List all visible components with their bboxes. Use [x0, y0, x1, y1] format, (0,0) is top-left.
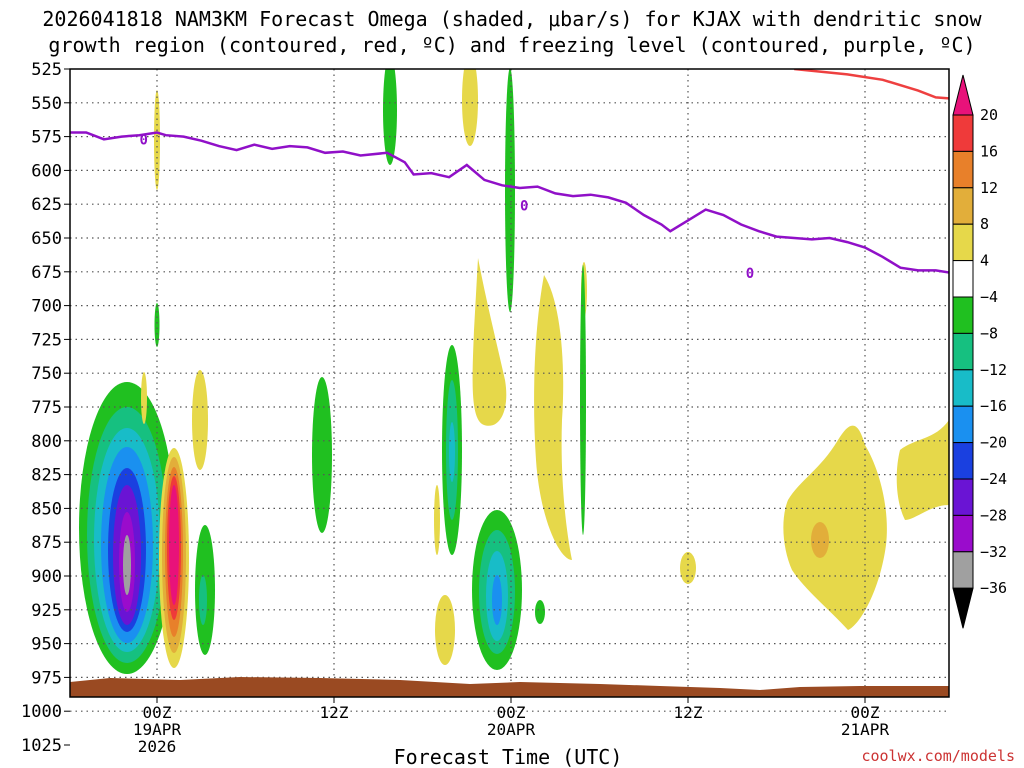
- colorbar-level-label: 4: [980, 252, 989, 270]
- x-tick-label: 00Z: [851, 703, 880, 722]
- omega-orange-dot-right: [811, 522, 829, 558]
- omega-green-spike: [505, 69, 515, 312]
- omega-yellow-right-center: [534, 275, 572, 560]
- chart-title-line-1: 2026041818 NAM3KM Forecast Omega (shaded…: [42, 7, 982, 31]
- x-tick-label: 12Z: [320, 703, 349, 722]
- colorbar-swatch: [952, 260, 974, 298]
- colorbar-level-label: 8: [980, 215, 989, 233]
- colorbar-level-label: −24: [980, 470, 1007, 488]
- omega-green-spike-right: [580, 265, 586, 535]
- colorbar-swatch: [952, 551, 974, 589]
- y-tick-label: 625: [31, 195, 62, 215]
- x-tick-label: 2026: [138, 737, 177, 756]
- y-tick-label: 650: [31, 229, 62, 249]
- y-tick-label: 775: [31, 398, 62, 418]
- omega-green-column-top: [383, 69, 397, 165]
- colorbar-swatch: [952, 150, 974, 189]
- freezing-level-contour: [70, 131, 949, 274]
- colorbar-level-label: 12: [980, 179, 998, 197]
- colorbar-swatch: [952, 478, 974, 516]
- y-tick-label: 1025: [21, 736, 62, 756]
- terrain-band: [70, 677, 949, 697]
- colorbar-level-label: −20: [980, 434, 1007, 452]
- freezing-level-label: 0: [140, 132, 148, 148]
- colorbar-swatch: [952, 514, 974, 553]
- colorbar-swatch: [952, 114, 974, 152]
- omega-shading: [79, 69, 949, 674]
- x-tick-label: 00Z: [143, 703, 172, 722]
- x-tick-label: 20APR: [487, 720, 536, 739]
- omega-band-20: [169, 485, 179, 605]
- colorbar-swatch: [952, 296, 974, 334]
- omega-yellow-lower-center: [435, 595, 455, 665]
- colorbar-level-label: 16: [980, 142, 998, 160]
- y-axis-tick-labels: 525 550 575 600 625 650 675 700 725 750 775 800 825 8…: [21, 60, 70, 756]
- freezing-level-labels: 0 0 0: [140, 132, 755, 282]
- y-tick-label: 975: [31, 668, 62, 688]
- omega-yellow-cluster-right: [783, 425, 887, 630]
- colorbar-swatch: [952, 369, 974, 407]
- x-tick-label: 00Z: [497, 703, 526, 722]
- y-tick-label: 600: [31, 161, 62, 181]
- chart-title-line-2: growth region (contoured, red, ºC) and f…: [48, 33, 975, 57]
- y-tick-label: 725: [31, 330, 62, 350]
- colorbar-level-label: −8: [980, 324, 998, 342]
- x-tick-label: 12Z: [674, 703, 703, 722]
- colorbar-swatch: [952, 332, 974, 371]
- y-tick-label: 925: [31, 601, 62, 621]
- y-tick-label: 700: [31, 297, 62, 317]
- colorbar-level-label: 20: [980, 106, 998, 124]
- omega-teal-blob: [199, 575, 207, 625]
- omega-yellow-sliver-center: [434, 485, 440, 555]
- y-tick-label: 525: [31, 60, 62, 80]
- y-tick-label: 875: [31, 533, 62, 553]
- y-tick-label: 850: [31, 499, 62, 519]
- y-tick-label: 950: [31, 635, 62, 655]
- omega-yellow-top-center: [462, 69, 478, 146]
- colorbar-level-label: −28: [980, 506, 1007, 524]
- freezing-level-label: 0: [746, 266, 754, 282]
- x-tick-label: 21APR: [841, 720, 890, 739]
- colorbar-swatch: [952, 442, 974, 480]
- omega-yellow-sliver: [154, 90, 160, 190]
- omega-yellow-ribbon: [472, 258, 507, 426]
- colorbar-bottom-arrow: [952, 587, 974, 629]
- colorbar-level-label: −4: [980, 288, 998, 306]
- omega-blue-lower-center: [492, 575, 502, 625]
- freezing-level-label: 0: [520, 199, 528, 215]
- omega-band--36: [123, 535, 131, 595]
- dendritic-growth-contour: [794, 69, 949, 100]
- omega-yellow-sliver-2: [141, 372, 147, 424]
- omega-yellow-dot-right: [680, 552, 696, 584]
- omega-yellow-blob: [192, 370, 208, 470]
- x-tick-label: 19APR: [133, 720, 182, 739]
- colorbar-top-arrow: [952, 74, 974, 116]
- colorbar: 20 16 12 8 4 −4 −8 −12 −16 −20 −24 −28 −32 −36: [952, 74, 1007, 629]
- y-tick-label: 825: [31, 466, 62, 486]
- omega-green-column-mid: [312, 377, 332, 533]
- omega-green-sliver: [154, 303, 160, 347]
- colorbar-level-label: −16: [980, 397, 1007, 415]
- x-axis-label: Forecast Time (UTC): [394, 745, 623, 768]
- y-tick-label: 575: [31, 128, 62, 148]
- colorbar-swatch: [952, 223, 974, 262]
- omega-cyan-column-center: [449, 422, 455, 482]
- y-tick-label: 900: [31, 567, 62, 587]
- colorbar-swatch: [952, 187, 974, 225]
- y-tick-label: 675: [31, 263, 62, 283]
- colorbar-level-label: −36: [980, 579, 1007, 597]
- y-tick-label: 750: [31, 364, 62, 384]
- colorbar-level-label: −12: [980, 361, 1007, 379]
- plot-border: [69, 68, 950, 698]
- colorbar-level-label: −32: [980, 543, 1007, 561]
- y-tick-label: 550: [31, 94, 62, 114]
- credit-text: coolwx.com/models: [861, 747, 1015, 765]
- omega-yellow-edge-right: [896, 420, 949, 520]
- omega-green-dot: [535, 600, 545, 624]
- y-tick-label: 800: [31, 432, 62, 452]
- colorbar-swatch: [952, 405, 974, 444]
- y-tick-label: 1000: [21, 702, 62, 722]
